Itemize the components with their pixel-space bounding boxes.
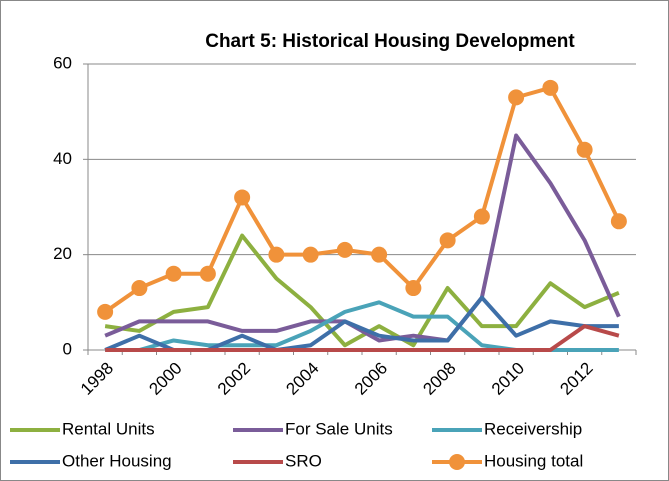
point <box>302 246 319 263</box>
point <box>199 265 216 282</box>
point <box>439 232 456 249</box>
point <box>576 141 593 158</box>
point <box>336 241 353 258</box>
point <box>542 79 559 96</box>
point <box>234 189 251 206</box>
y-tick-label: 20 <box>53 244 72 263</box>
point <box>473 208 490 225</box>
legend-label: Receivership <box>484 419 582 438</box>
point <box>610 213 627 230</box>
legend-label: Other Housing <box>62 451 172 470</box>
legend-label: Rental Units <box>62 419 155 438</box>
series-line <box>103 85 621 314</box>
y-tick-label: 0 <box>63 339 72 358</box>
legend-label: Housing total <box>484 451 583 470</box>
point <box>268 246 285 263</box>
point <box>97 303 114 320</box>
series-line <box>105 324 620 352</box>
point <box>405 280 422 297</box>
y-tick-label: 40 <box>53 149 72 168</box>
point <box>131 280 148 297</box>
legend-marker <box>449 454 465 470</box>
point <box>165 265 182 282</box>
legend-label: For Sale Units <box>285 419 393 438</box>
series-line <box>104 233 620 348</box>
series-line <box>104 133 621 343</box>
point <box>371 246 388 263</box>
legend-label: SRO <box>285 451 322 470</box>
y-tick-label: 60 <box>53 53 72 72</box>
chart-title: Chart 5: Historical Housing Development <box>205 31 575 52</box>
point <box>508 89 525 106</box>
